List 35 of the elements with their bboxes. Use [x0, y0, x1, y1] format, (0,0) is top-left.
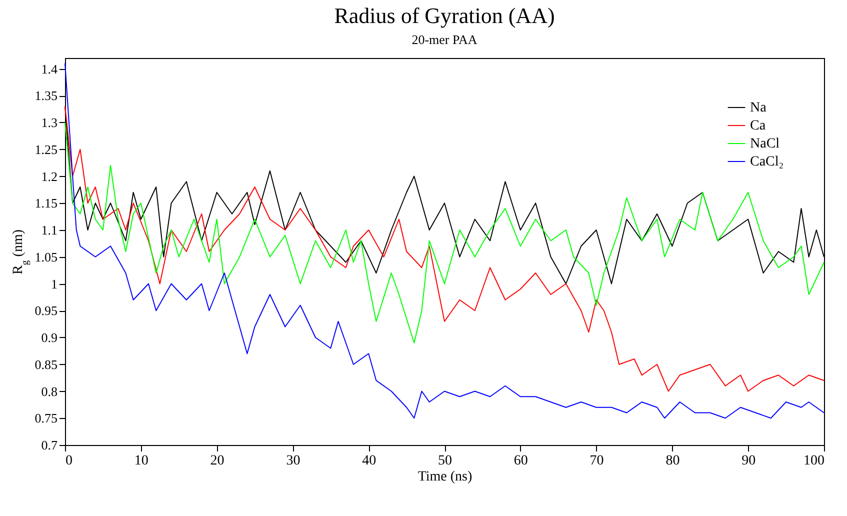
x-tick-label: 90	[742, 454, 756, 468]
chart-title: Radius of Gyration (AA)	[334, 3, 555, 28]
y-tick-label: 1.15	[34, 196, 58, 211]
y-tick-label: 0.95	[34, 303, 58, 318]
line-series	[64, 62, 824, 419]
x-tick-label: 20	[210, 454, 224, 468]
y-tick-label: 0.8	[41, 384, 58, 399]
x-tick-label: 0	[66, 454, 72, 468]
y-tick-label: 0.85	[34, 356, 58, 372]
x-tick-label: 50	[438, 454, 452, 468]
y-tick-label: 0.75	[34, 410, 58, 426]
legend-label: NaCl	[750, 136, 780, 152]
y-tick-label: 1.05	[34, 249, 58, 264]
y-tick-label: 0.9	[41, 330, 58, 345]
legend-label: Ca	[750, 118, 766, 134]
line-series	[64, 122, 824, 344]
chart-subtitle: 20-mer PAA	[412, 32, 478, 47]
x-tick-label: 70	[590, 454, 604, 468]
y-tick-label: 1.3	[41, 115, 58, 130]
x-axis-title: Time (ns)	[418, 470, 472, 484]
y-tick-label: 0.7	[41, 438, 58, 452]
y-tick-label: 1.25	[34, 142, 58, 157]
y-tick-label: 1.4	[41, 61, 58, 76]
x-tick-label: 80	[666, 454, 680, 468]
x-tick-label: 10	[134, 454, 148, 468]
y-tick-label: 1	[51, 276, 58, 292]
legend-label: Na	[750, 100, 768, 116]
y-tick-label: 1.1	[41, 222, 58, 238]
x-tick-label: 60	[514, 454, 528, 468]
x-tick-label: 100	[804, 454, 824, 468]
x-tick-label: 40	[362, 454, 376, 468]
legend-label: CaCl₂	[750, 154, 784, 170]
x-tick-label: 30	[286, 454, 300, 468]
y-tick-label: 1.2	[41, 168, 58, 184]
y-tick-label: 1.35	[34, 88, 58, 104]
